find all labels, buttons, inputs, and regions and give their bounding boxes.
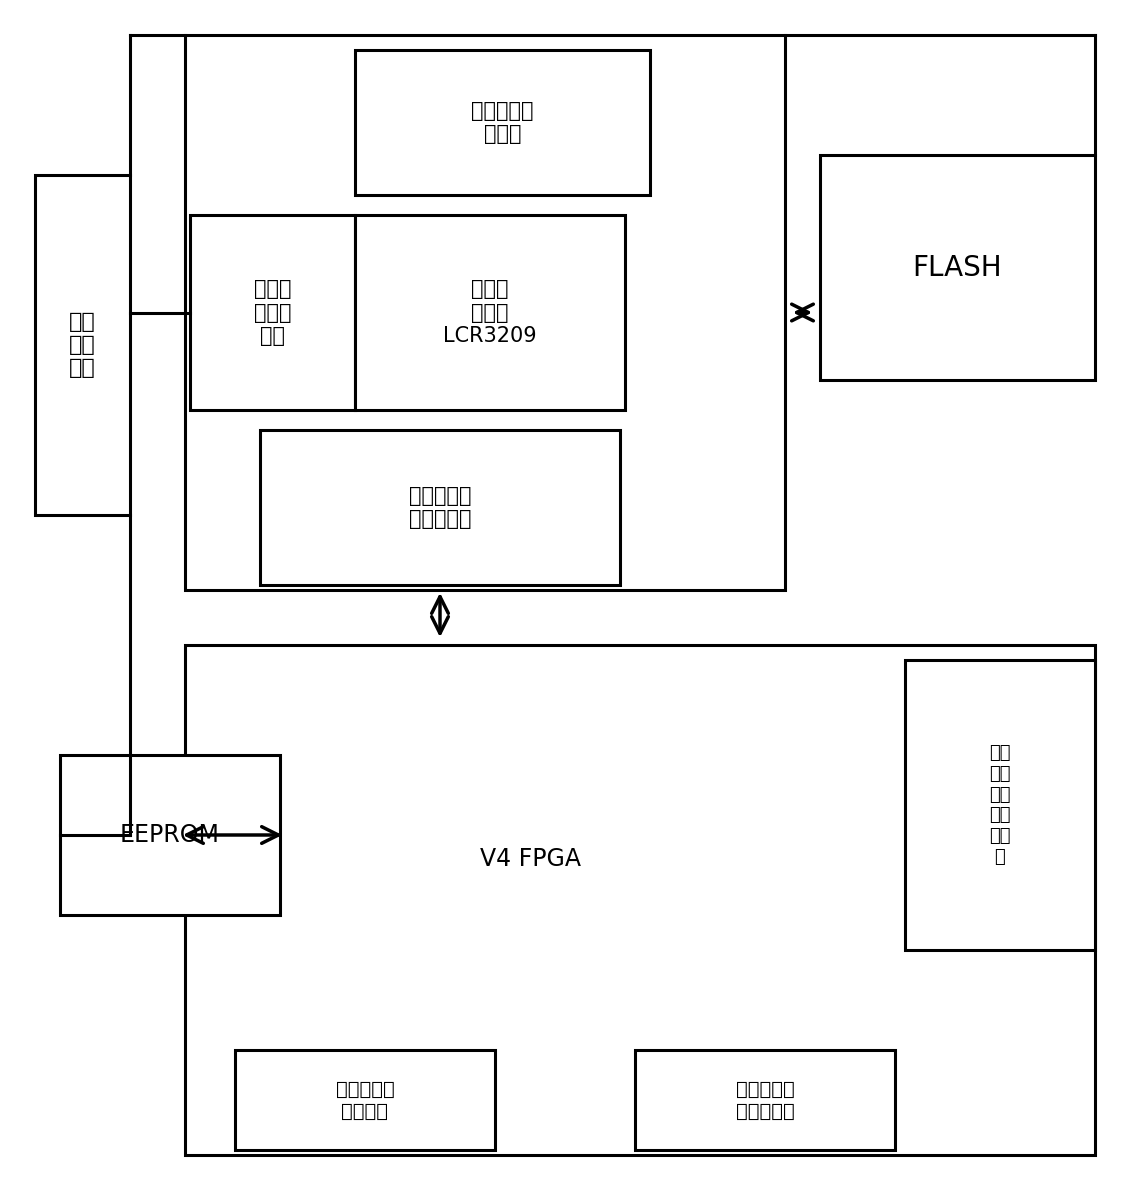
Bar <box>355 215 625 410</box>
Bar <box>820 155 1095 380</box>
Bar <box>905 660 1095 950</box>
Text: 外部存储器
控制器接口: 外部存储器 控制器接口 <box>409 486 471 529</box>
Bar <box>59 755 280 915</box>
Bar <box>190 215 355 410</box>
Text: EEPROM: EEPROM <box>120 823 219 847</box>
Text: 电源
管理
模块: 电源 管理 模块 <box>69 312 96 378</box>
Text: 扩展的专用
控制器接口: 扩展的专用 控制器接口 <box>736 1079 794 1120</box>
Text: V4 FPGA: V4 FPGA <box>480 847 582 871</box>
Bar <box>235 1050 495 1150</box>
Text: 扩展的专用
通讯接口: 扩展的专用 通讯接口 <box>336 1079 394 1120</box>
Bar <box>35 174 130 515</box>
Bar <box>185 35 785 589</box>
Text: 专用通
讯总线
接口: 专用通 讯总线 接口 <box>254 279 291 345</box>
Bar <box>259 429 620 585</box>
Text: FLASH: FLASH <box>913 254 1002 282</box>
Bar <box>355 51 650 195</box>
Text: 高性能
处理器
LCR3209: 高性能 处理器 LCR3209 <box>443 279 537 345</box>
Text: 专用控制总
线接口: 专用控制总 线接口 <box>471 101 534 144</box>
Text: 预留
的可
编程
和扩
展资
源: 预留 的可 编程 和扩 展资 源 <box>989 743 1010 866</box>
Bar <box>636 1050 895 1150</box>
Bar <box>185 645 1095 1155</box>
